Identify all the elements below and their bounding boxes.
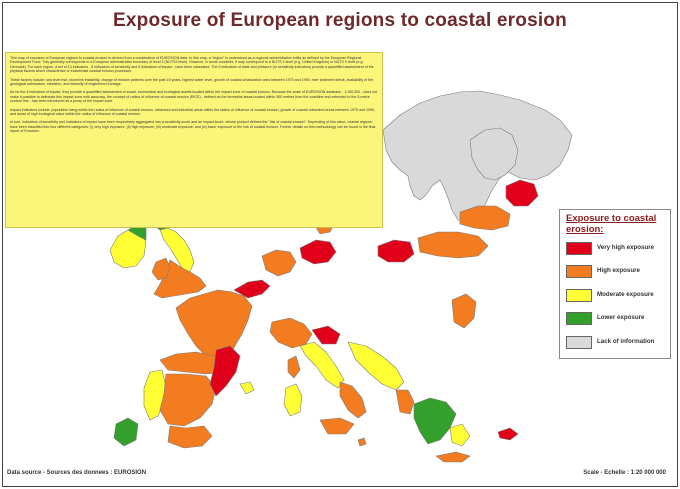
legend-item-no-info: Lack of information	[566, 336, 670, 350]
description-paragraph: These factors include: sea level rise, s…	[10, 77, 374, 87]
region-greece	[413, 397, 457, 445]
region-sicily	[319, 417, 355, 435]
legend-label: Lower exposure	[597, 314, 645, 321]
region-latvia	[459, 205, 511, 231]
region-germany-north	[299, 239, 337, 265]
legend-item-moderate: Moderate exposure	[566, 289, 670, 303]
region-italy-center	[299, 341, 345, 389]
legend-item-lower: Lower exposure	[566, 312, 670, 326]
region-spain-south	[167, 425, 213, 449]
region-sardinia	[283, 383, 303, 417]
legend-swatch	[566, 289, 592, 302]
legend-item-very-high: Very high exposure	[566, 242, 670, 256]
region-england-north	[159, 227, 195, 273]
region-malta	[357, 437, 367, 447]
region-spain-east	[209, 345, 241, 397]
data-source: Data source - Sources des donnees : EURO…	[7, 470, 147, 476]
map-scale: Scale - Echelle : 1:20 000 000	[583, 470, 666, 476]
legend-swatch	[566, 265, 592, 278]
legend-swatch	[566, 242, 592, 255]
description-paragraph: This map of exposure of European regions…	[10, 56, 374, 74]
region-benelux	[261, 249, 297, 277]
region-albania	[395, 389, 415, 415]
region-normandy	[233, 279, 271, 299]
region-estonia	[505, 179, 539, 207]
region-corsica	[287, 355, 301, 379]
region-balkans	[347, 341, 405, 391]
region-portugal-south	[113, 417, 139, 447]
legend: Exposure to coastal erosion: Very high e…	[559, 209, 671, 359]
region-baltic	[417, 231, 489, 259]
region-adriatic	[311, 325, 341, 345]
description-box: This map of exposure of European regions…	[5, 52, 383, 228]
description-paragraph: Impact indicators include: population li…	[10, 107, 375, 117]
region-italy-north	[269, 317, 313, 349]
legend-swatch	[566, 312, 592, 325]
region-poland	[377, 239, 415, 263]
region-crete	[435, 451, 471, 463]
region-cyprus	[497, 427, 519, 441]
legend-swatch	[566, 336, 592, 349]
map-title: Exposure of European regions to coastal …	[113, 10, 567, 31]
region-finland	[469, 127, 519, 181]
legend-title: Exposure to coastal erosion:	[566, 213, 657, 235]
region-italy-south	[339, 381, 367, 419]
region-france	[175, 289, 253, 361]
region-balearics	[239, 381, 255, 395]
region-wales	[151, 257, 171, 281]
legend-label: Lack of information	[597, 338, 655, 345]
legend-label: Moderate exposure	[597, 291, 654, 298]
region-iberia-center	[159, 373, 217, 427]
legend-item-high: High exposure	[566, 265, 670, 279]
legend-label: Very high exposure	[597, 244, 655, 251]
description-paragraph: As for the 4 indicators of impact, they …	[10, 90, 378, 104]
legend-label: High exposure	[597, 267, 640, 274]
region-black-sea-west	[451, 293, 477, 329]
region-greece-islands	[449, 423, 471, 447]
description-paragraph: In turn, indicators of sensitivity and i…	[10, 120, 376, 134]
